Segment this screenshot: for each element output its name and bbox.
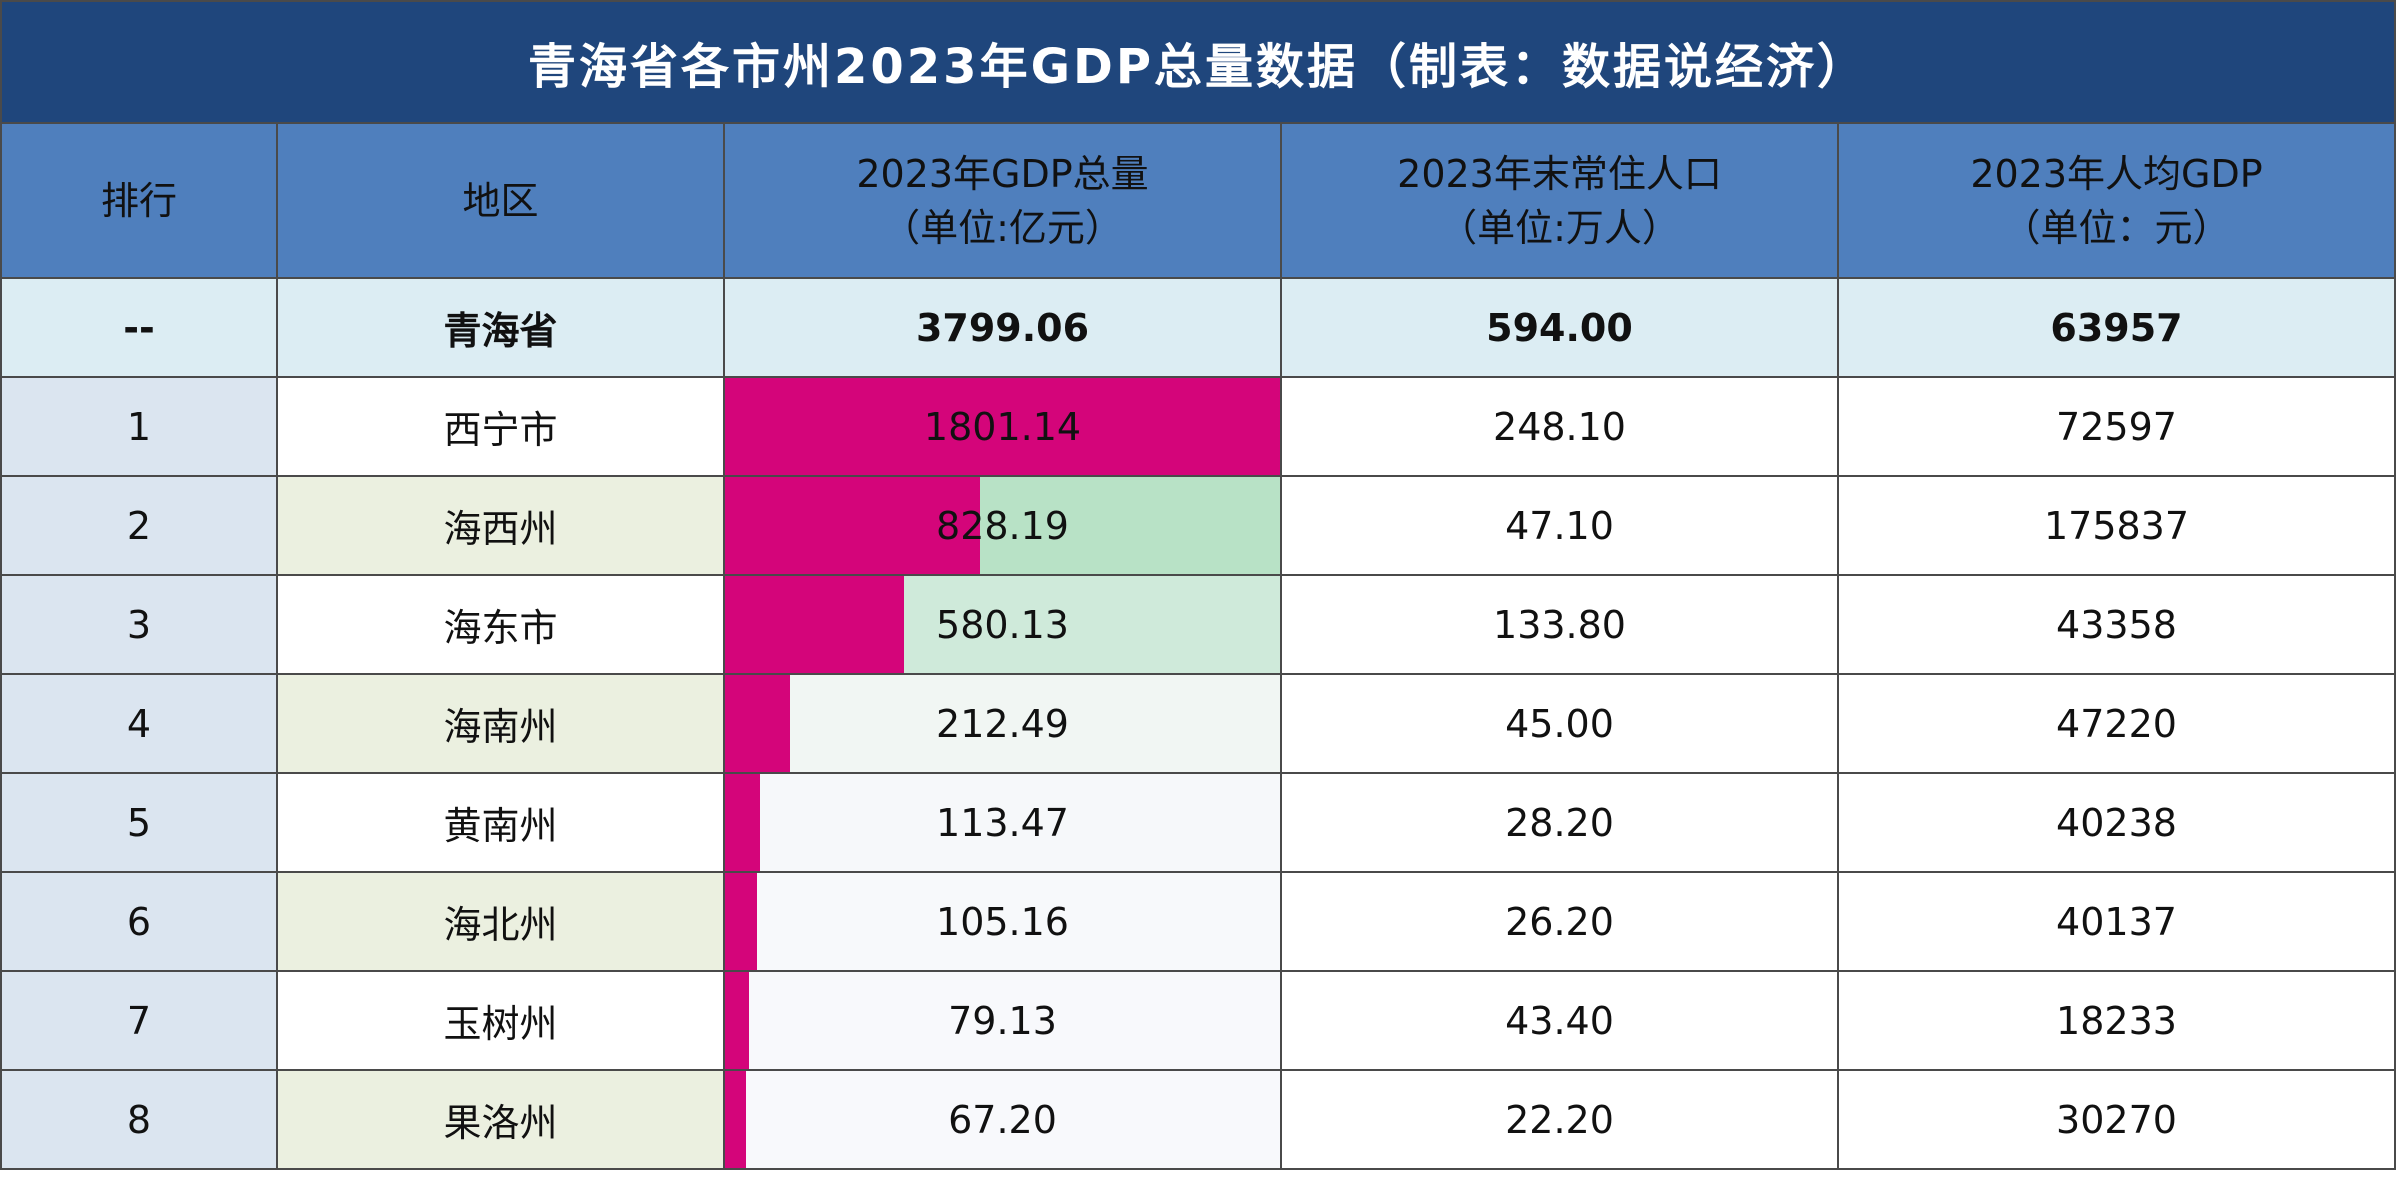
gdp-per-capita-cell: 18233 [1837,970,2396,1071]
header-gdp-per-capita: 2023年人均GDP （单位：元） [1837,122,2396,279]
gdp-data-bar [726,379,1279,474]
rank-cell: 4 [0,673,278,774]
header-population: 2023年末常住人口 （单位:万人） [1280,122,1839,279]
gdp-data-bar [726,1072,746,1167]
gdp-cell: 828.19 [723,475,1282,576]
rank-cell: 7 [0,970,278,1071]
gdp-cell: 113.47 [723,772,1282,873]
gdp-cell: 79.13 [723,970,1282,1071]
rank-cell: 2 [0,475,278,576]
header-gdp-per-capita-unit: （单位：元） [2002,205,2231,250]
table-row: 1 西宁市 1801.14 248.10 72597 [0,376,2396,477]
total-population: 594.00 [1280,277,1839,378]
population-cell: 43.40 [1280,970,1839,1071]
table-row: 5 黄南州 113.47 28.20 40238 [0,772,2396,873]
rank-cell: 3 [0,574,278,675]
gdp-value: 105.16 [936,899,1069,944]
gdp-per-capita-cell: 30270 [1837,1069,2396,1170]
table-row: 4 海南州 212.49 45.00 47220 [0,673,2396,774]
province-total-row: -- 青海省 3799.06 594.00 63957 [0,277,2396,378]
gdp-cell: 1801.14 [723,376,1282,477]
region-cell: 海南州 [276,673,725,774]
total-gdp-per-capita: 63957 [1837,277,2396,378]
total-region: 青海省 [276,277,725,378]
population-cell: 28.20 [1280,772,1839,873]
gdp-value: 79.13 [948,998,1057,1043]
population-cell: 248.10 [1280,376,1839,477]
table-row: 2 海西州 828.19 47.10 175837 [0,475,2396,576]
gdp-data-bar [726,775,760,870]
gdp-data-bar [726,874,758,969]
region-cell: 海北州 [276,871,725,972]
table-row: 6 海北州 105.16 26.20 40137 [0,871,2396,972]
gdp-data-bar [726,676,791,771]
region-cell: 玉树州 [276,970,725,1071]
region-cell: 海西州 [276,475,725,576]
gdp-per-capita-cell: 175837 [1837,475,2396,576]
table-row: 7 玉树州 79.13 43.40 18233 [0,970,2396,1071]
table-row: 8 果洛州 67.20 22.20 30270 [0,1069,2396,1170]
table-title: 青海省各市州2023年GDP总量数据（制表：数据说经济） [0,0,2396,124]
gdp-cell: 580.13 [723,574,1282,675]
population-cell: 133.80 [1280,574,1839,675]
region-cell: 黄南州 [276,772,725,873]
header-population-label: 2023年末常住人口 [1397,151,1722,196]
rank-cell: 6 [0,871,278,972]
header-gdp: 2023年GDP总量 （单位:亿元） [723,122,1282,279]
region-cell: 海东市 [276,574,725,675]
header-population-unit: （单位:万人） [1439,205,1680,250]
header-rank: 排行 [0,122,278,279]
total-rank: -- [0,277,278,378]
rank-cell: 8 [0,1069,278,1170]
title-row: 青海省各市州2023年GDP总量数据（制表：数据说经济） [0,0,2396,124]
rank-cell: 5 [0,772,278,873]
gdp-cell: 212.49 [723,673,1282,774]
gdp-per-capita-cell: 47220 [1837,673,2396,774]
gdp-value: 580.13 [936,602,1069,647]
total-gdp: 3799.06 [723,277,1282,378]
header-row: 排行 地区 2023年GDP总量 （单位:亿元） 2023年末常住人口 （单位:… [0,122,2396,279]
gdp-value: 828.19 [936,503,1069,548]
gdp-data-bar [726,973,750,1068]
gdp-cell: 67.20 [723,1069,1282,1170]
region-cell: 果洛州 [276,1069,725,1170]
header-rank-label: 排行 [100,178,177,223]
gdp-value: 113.47 [936,800,1069,845]
population-cell: 47.10 [1280,475,1839,576]
region-cell: 西宁市 [276,376,725,477]
population-cell: 45.00 [1280,673,1839,774]
gdp-cell: 105.16 [723,871,1282,972]
population-cell: 26.20 [1280,871,1839,972]
rank-cell: 1 [0,376,278,477]
gdp-value: 212.49 [936,701,1069,746]
header-region: 地区 [276,122,725,279]
gdp-data-bar [726,577,904,672]
header-gdp-unit: （单位:亿元） [882,205,1123,250]
gdp-per-capita-cell: 40137 [1837,871,2396,972]
header-region-label: 地区 [462,178,539,223]
population-cell: 22.20 [1280,1069,1839,1170]
gdp-per-capita-cell: 72597 [1837,376,2396,477]
gdp-per-capita-cell: 40238 [1837,772,2396,873]
gdp-value: 67.20 [948,1097,1057,1142]
table-row: 3 海东市 580.13 133.80 43358 [0,574,2396,675]
gdp-per-capita-cell: 43358 [1837,574,2396,675]
header-gdp-label: 2023年GDP总量 [856,151,1149,196]
header-gdp-per-capita-label: 2023年人均GDP [1970,151,2263,196]
gdp-data-bar [726,478,981,573]
gdp-value: 1801.14 [923,404,1082,449]
